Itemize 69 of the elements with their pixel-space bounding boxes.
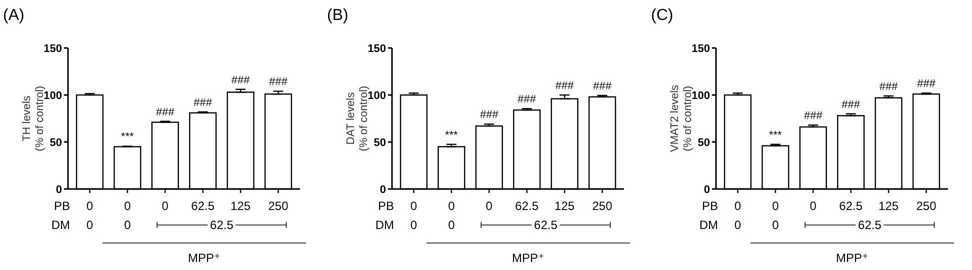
y-tick-label: 150: [44, 42, 62, 55]
text: 0: [448, 218, 456, 232]
x-tick-label: 0: [772, 199, 780, 213]
data-label: ###: [231, 74, 251, 86]
text: 62.5: [210, 218, 234, 232]
y-tick-label: 50: [50, 136, 62, 149]
data-label: ###: [593, 80, 612, 92]
data-label: ###: [518, 94, 537, 106]
x-tick-label: 0: [86, 199, 94, 213]
y-tick-label: 150: [368, 42, 386, 55]
y-tick-label: 100: [368, 90, 386, 102]
data-label: ***: [121, 131, 135, 144]
x-axis-title: PB: [378, 199, 394, 213]
data-label: ###: [480, 109, 500, 122]
y-tick-label: 50: [374, 136, 386, 149]
x-tick-label: 0: [410, 199, 418, 213]
x-axis-title: PB: [54, 199, 70, 213]
data-label: ###: [555, 80, 575, 92]
x-tick-label: 0: [448, 199, 456, 213]
y-tick-label: 50: [698, 136, 710, 149]
chart-title: (A): [3, 7, 24, 24]
chart-title: (C): [651, 7, 674, 24]
x-tick-label: 250: [268, 199, 289, 213]
data-label: ###: [842, 98, 861, 111]
text: 0: [124, 218, 132, 232]
x-tick-label: 0: [162, 199, 169, 213]
text: 0: [410, 218, 418, 232]
y-tick-label: 100: [692, 90, 710, 102]
y-tick-label: 0: [380, 184, 386, 196]
text: 62.5: [858, 218, 882, 232]
x-tick-label: 62.5: [191, 199, 215, 213]
data-label: ***: [445, 129, 459, 142]
data-label: ###: [879, 80, 899, 93]
chart-title: (B): [327, 7, 348, 24]
text: 0: [86, 218, 94, 232]
x-tick-label: 0: [124, 199, 132, 213]
x-tick-label: 250: [592, 199, 613, 213]
y-tick-label: 0: [704, 184, 710, 196]
text: 0: [734, 218, 742, 232]
x-tick-label: 62.5: [839, 199, 863, 213]
data-label: ###: [156, 106, 176, 118]
data-label: ###: [269, 76, 288, 88]
data-label: ***: [769, 129, 783, 142]
x-axis-title: PB: [702, 199, 718, 213]
data-label: ###: [804, 110, 824, 122]
text: MPP⁺: [512, 251, 544, 265]
y-axis-title: TH levels (% of control): [21, 86, 46, 152]
x-tick-label: 0: [810, 199, 817, 213]
data-label: ###: [917, 78, 936, 90]
y-axis-title: DAT levels (% of control): [345, 86, 370, 152]
x-tick-label: 125: [230, 199, 251, 213]
text: DM: [699, 218, 718, 232]
text: 0: [772, 218, 780, 232]
y-tick-label: 100: [44, 90, 62, 102]
x-tick-label: 0: [486, 199, 493, 213]
x-tick-label: 125: [878, 199, 899, 213]
text: MPP⁺: [188, 251, 220, 265]
x-tick-label: 125: [554, 199, 575, 213]
x-tick-label: 250: [916, 199, 937, 213]
text: 62.5: [534, 218, 558, 232]
text: DM: [375, 218, 394, 232]
data-label: ###: [194, 96, 213, 109]
text: DM: [51, 218, 70, 232]
y-tick-label: 150: [692, 42, 710, 55]
x-tick-label: 0: [734, 199, 742, 213]
y-axis-title: VMAT2 levels (% of control): [669, 84, 694, 152]
x-tick-label: 62.5: [515, 199, 539, 213]
text: MPP⁺: [836, 251, 868, 265]
y-tick-label: 0: [56, 184, 62, 196]
